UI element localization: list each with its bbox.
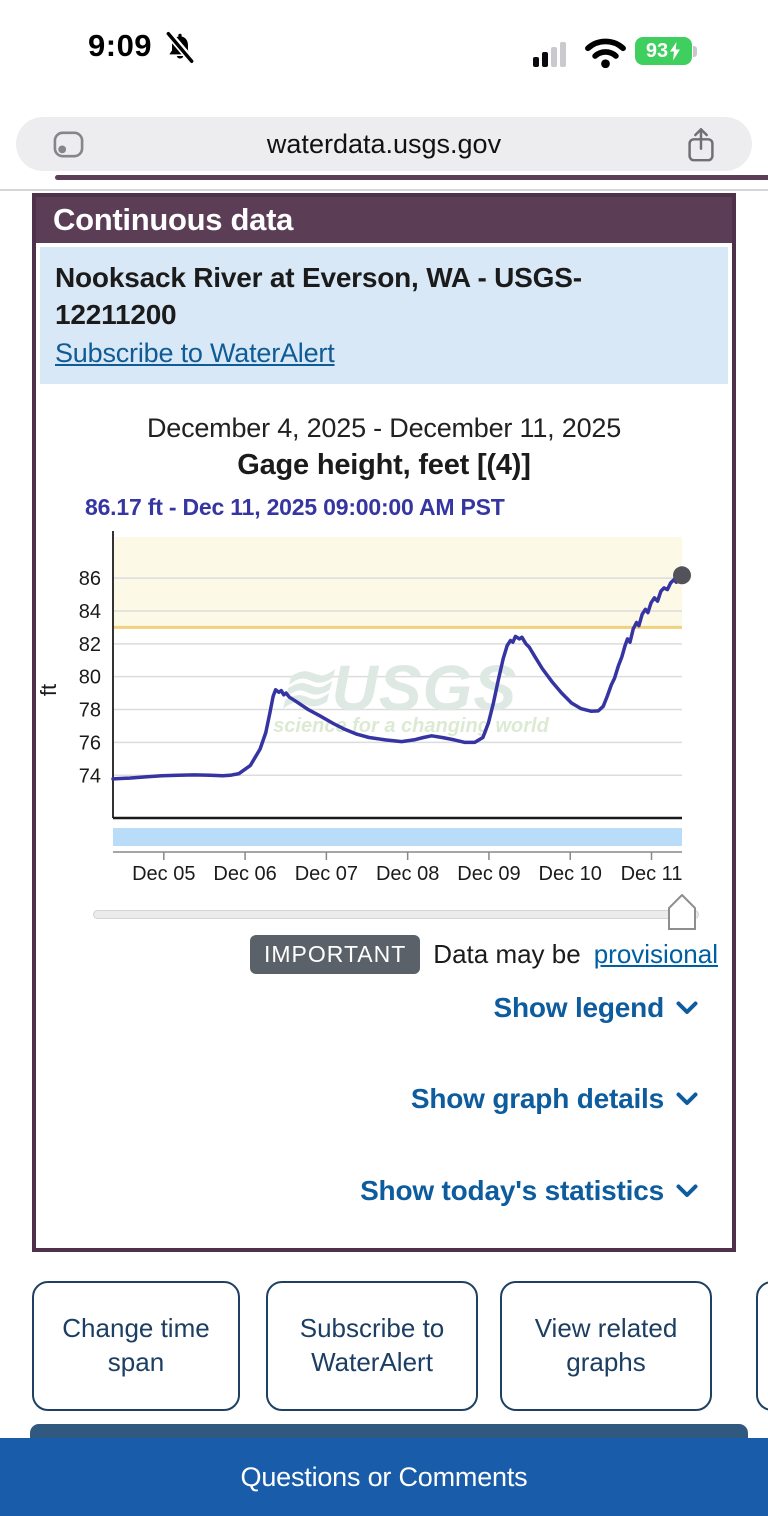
battery-percent: 93 — [645, 39, 669, 62]
graph-date-range: December 4, 2025 - December 11, 2025 — [146, 413, 622, 443]
usgs-watermark-logo: ≋USGS — [277, 652, 517, 724]
x-tick-label: Dec 05 — [132, 863, 195, 885]
questions-comments-button[interactable]: Questions or Comments — [0, 1438, 768, 1516]
view-related-graphs-button[interactable]: View related graphs — [500, 1281, 712, 1411]
show-graph-details-toggle[interactable]: Show graph details — [411, 1083, 698, 1115]
gage-height-chart[interactable]: 74 76 78 80 82 84 86 ≋USGS science for a changin… — [36, 530, 732, 890]
provisional-link[interactable]: provisional — [593, 939, 718, 969]
x-tick-label: Dec 07 — [295, 863, 358, 885]
current-reading-label: 86.17 ft - Dec 11, 2025 09:00:00 AM PST — [85, 494, 505, 520]
y-tick-label: 74 — [79, 765, 101, 787]
continuous-data-card: Continuous data Nooksack River at Everso… — [32, 193, 736, 1252]
gage-height-line — [111, 573, 684, 781]
x-tick-label: Dec 08 — [376, 863, 439, 885]
chevron-down-icon — [676, 1001, 698, 1014]
x-tick-label: Dec 10 — [539, 863, 602, 885]
y-tick-label: 78 — [79, 700, 101, 722]
subscribe-wateralert-label: Subscribe to WaterAlert — [299, 1313, 445, 1377]
flood-shading-region — [113, 537, 682, 628]
questions-comments-label: Questions or Comments — [240, 1461, 528, 1492]
y-axis-title: ft — [36, 684, 61, 696]
show-todays-statistics-toggle[interactable]: Show today's statistics — [360, 1175, 698, 1207]
usgs-watermark-tagline: science for a changing world — [273, 715, 549, 737]
share-icon[interactable] — [684, 126, 718, 164]
y-tick-label: 82 — [79, 634, 101, 656]
section-heading: Continuous data — [53, 202, 294, 237]
change-time-span-label: Change time span — [62, 1313, 210, 1377]
overview-band[interactable] — [113, 828, 682, 846]
show-graph-details-label: Show graph details — [410, 1083, 664, 1114]
view-related-graphs-label: View related graphs — [534, 1313, 678, 1377]
station-title: Nooksack River at Everson, WA - USGS-122… — [55, 262, 582, 330]
show-todays-statistics-label: Show today's statistics — [360, 1175, 664, 1206]
chevron-down-icon — [676, 1184, 698, 1197]
time-slider-handle[interactable] — [668, 894, 696, 930]
offscreen-button-sliver[interactable] — [756, 1281, 768, 1411]
notifications-silenced-icon — [163, 31, 197, 65]
url-text: waterdata.usgs.gov — [266, 128, 502, 159]
footer-back-bar — [30, 1424, 748, 1442]
change-time-span-button[interactable]: Change time span — [32, 1281, 240, 1411]
show-legend-toggle[interactable]: Show legend — [494, 992, 698, 1024]
notice-text: Data may be — [433, 939, 581, 969]
important-badge: IMPORTANT — [249, 935, 421, 974]
status-time: 9:09 — [88, 28, 153, 63]
x-tick-label: Dec 09 — [457, 863, 520, 885]
chevron-down-icon — [676, 1092, 698, 1105]
graph-parameter-title: Gage height, feet [(4)] — [237, 449, 531, 481]
subscribe-wateralert-button[interactable]: Subscribe to WaterAlert — [266, 1281, 478, 1411]
subscribe-wateralert-link[interactable]: Subscribe to WaterAlert — [55, 337, 335, 368]
wifi-icon — [584, 37, 627, 68]
cellular-signal-icon — [533, 40, 566, 67]
y-tick-label: 84 — [79, 601, 101, 623]
latest-point-marker — [673, 566, 691, 585]
section-header: Continuous data — [36, 197, 732, 243]
y-tick-label: 76 — [79, 732, 101, 754]
charging-bolt-icon — [670, 41, 681, 60]
x-tick-label: Dec 06 — [213, 863, 276, 885]
time-slider-track[interactable] — [93, 910, 699, 919]
y-tick-label: 86 — [79, 568, 101, 590]
x-tick-label: Dec 11 — [621, 863, 683, 885]
provisional-notice: IMPORTANT Data may be provisional — [249, 935, 718, 974]
y-tick-label: 80 — [79, 667, 101, 689]
show-legend-label: Show legend — [493, 992, 665, 1023]
scrolled-banner-edge — [55, 175, 768, 180]
station-info-box: Nooksack River at Everson, WA - USGS-122… — [40, 247, 728, 384]
browser-address-bar[interactable]: waterdata.usgs.gov — [16, 117, 752, 171]
toolbar-divider — [0, 189, 768, 191]
battery-indicator: 93 — [635, 37, 697, 65]
page-scan-icon[interactable] — [52, 128, 85, 161]
